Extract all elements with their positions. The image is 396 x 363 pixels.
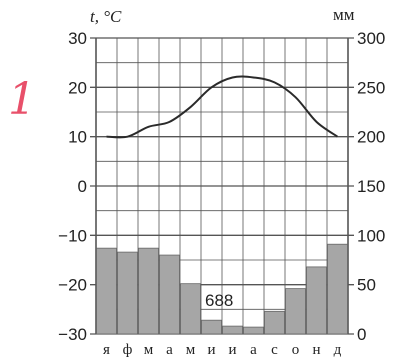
right-tick-label: 250	[357, 78, 385, 97]
right-tick-label: 0	[357, 325, 366, 344]
handwritten-mark: 1	[8, 74, 36, 125]
precip-bar	[264, 310, 285, 335]
temperature-line	[106, 75, 339, 139]
precip-bar	[138, 247, 159, 335]
right-tick-label: 150	[357, 177, 385, 196]
precip-bar	[327, 243, 348, 335]
precip-bar	[96, 247, 117, 335]
month-label: я	[103, 342, 110, 358]
month-label: и	[228, 342, 236, 358]
month-label: а	[250, 342, 257, 358]
month-label: с	[271, 342, 278, 358]
right-tick-label: 100	[357, 226, 385, 245]
left-tick-label: 30	[68, 29, 87, 48]
left-tick-label: 20	[68, 78, 87, 97]
precip-bar	[243, 326, 264, 335]
left-tick-label: −20	[58, 276, 87, 295]
left-tick-label: −30	[58, 325, 87, 344]
left-tick-label: −10	[58, 226, 87, 245]
annual-precipitation-label: 688	[205, 291, 233, 310]
month-label: ф	[123, 342, 133, 358]
month-label: н	[312, 342, 320, 358]
right-tick-label: 200	[357, 128, 385, 147]
month-label: а	[166, 342, 173, 358]
grid	[90, 37, 354, 335]
precipitation-bars	[96, 243, 348, 335]
precip-bar	[285, 288, 306, 335]
precip-bar	[159, 254, 180, 335]
month-label: д	[334, 342, 342, 358]
right-axis-label: мм	[333, 5, 355, 24]
left-tick-label: 0	[78, 177, 87, 196]
month-label: м	[144, 342, 154, 358]
month-label: м	[186, 342, 196, 358]
month-label: о	[292, 342, 300, 358]
precip-bar	[180, 283, 201, 335]
precip-bar	[222, 325, 243, 335]
right-tick-label: 300	[357, 29, 385, 48]
precip-bar	[306, 266, 327, 335]
left-tick-label: 10	[68, 128, 87, 147]
precip-bar	[201, 319, 222, 335]
left-axis-label: t, °C	[90, 7, 122, 26]
right-tick-label: 50	[357, 276, 376, 295]
precip-bar	[117, 251, 138, 335]
month-label: и	[207, 342, 215, 358]
